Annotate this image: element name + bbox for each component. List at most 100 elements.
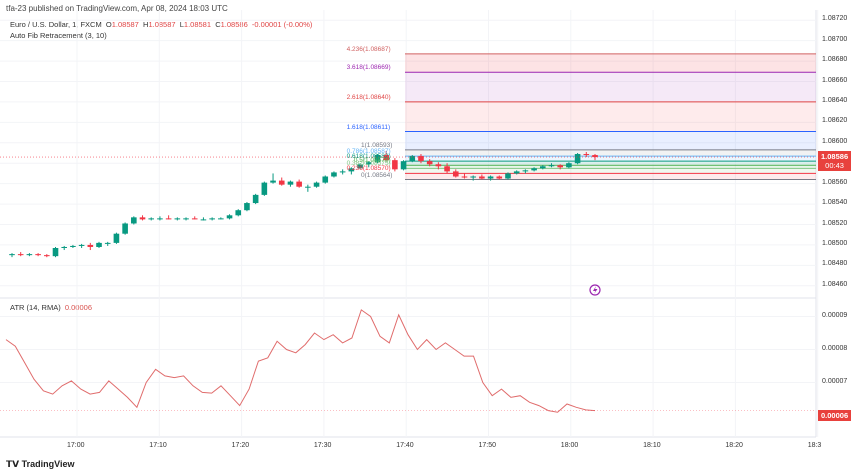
atr-line [5, 309, 596, 413]
candle-body [148, 218, 155, 220]
price-tick-label: 1.08640 [822, 96, 848, 104]
candle-body [522, 170, 529, 172]
candle-body [479, 176, 485, 179]
fib-label-0.236: 0.236(1.08570) [346, 165, 391, 173]
price-tick-label: 1.08600 [822, 137, 848, 145]
fib-zone-1.618 [405, 131, 816, 150]
candle-body [392, 160, 398, 170]
price-tick-label: 1.08460 [822, 280, 848, 288]
candle-body [165, 218, 172, 220]
candle-body [87, 244, 94, 247]
candle-body [348, 168, 355, 172]
candle-body [252, 194, 259, 204]
candle-body [287, 181, 294, 185]
atr-legend[interactable]: ATR (14, RMA) 0.00006 [10, 303, 92, 312]
time-tick-label: 18:10 [643, 442, 661, 449]
candle-body [331, 172, 337, 177]
candle-body [139, 217, 146, 220]
tradingview-logo[interactable]: 𝗧𝗩 TradingView [6, 459, 74, 470]
lightning-bolt-glyph [593, 286, 598, 294]
candle-body [122, 223, 128, 234]
fib-zone-1 [405, 149, 816, 157]
candle-body [244, 203, 250, 211]
candle-body [426, 161, 433, 165]
candle-body [218, 218, 224, 220]
time-tick-label: 17:30 [313, 442, 332, 449]
candle-body [470, 176, 476, 178]
fib-zone-0.786 [405, 156, 816, 162]
candle-body [322, 176, 329, 183]
price-tick-label: 1.08540 [822, 199, 848, 207]
candle-body [17, 254, 24, 256]
brand-name: TradingView [21, 459, 75, 469]
fib-label-2.618: 2.618(1.08640) [346, 93, 391, 101]
time-tick-label: 17:10 [149, 442, 167, 449]
candle-body [157, 218, 163, 220]
candle-body [174, 218, 181, 220]
fib-zone-4.236 [405, 53, 816, 73]
candle-body [557, 165, 563, 168]
candle-body [270, 180, 276, 183]
candle-body [513, 171, 520, 174]
candle-body [548, 165, 555, 167]
candle-body [531, 168, 537, 171]
low-value: 1.08581 [183, 20, 212, 29]
candle-body [96, 242, 102, 247]
atr-tick-label: 0.00009 [822, 311, 848, 319]
candle-body [357, 164, 363, 169]
fib-label-4.236: 4.236(1.08687) [346, 45, 391, 53]
open-value: 1.08587 [111, 20, 139, 29]
candle-body [435, 164, 442, 167]
candle-body [26, 254, 33, 256]
candle-body [209, 218, 215, 220]
candle-body [261, 182, 268, 195]
price-tick-label: 1.08620 [822, 117, 848, 125]
candle-body [365, 162, 372, 165]
candle-body [383, 155, 389, 161]
candle-body [418, 156, 424, 162]
atr-value-badge: 0.00006 [818, 410, 852, 421]
fib-zone-0.382 [405, 168, 816, 174]
candle-body [296, 181, 302, 187]
price-tick-label: 1.08660 [822, 76, 848, 84]
candle-body [52, 247, 59, 257]
fib-label-0.618: 0.618(1.08582) [346, 153, 391, 161]
fib-label-0.786: 0.786(1.08587) [346, 148, 391, 156]
symbol-legend[interactable]: Euro / U.S. Dollar, 1, FXCM O1.08587 H1.… [10, 20, 312, 29]
price-tick-label: 1.08560 [822, 178, 848, 186]
candle-body [305, 186, 311, 188]
price-tick-label: 1.08720 [822, 15, 848, 23]
fib-indicator-legend[interactable]: Auto Fib Retracement (3, 10) [10, 31, 107, 40]
candle-body [278, 180, 285, 185]
fib-label-0: 0(1.08564) [361, 171, 393, 179]
high-label: H [143, 20, 149, 29]
candle-body [574, 154, 581, 164]
candle-body [592, 155, 598, 158]
tv-logo-icon: 𝗧𝗩 [6, 459, 22, 469]
candle-body [131, 217, 137, 224]
candle-body [566, 163, 572, 168]
candle-body [226, 215, 233, 219]
candle-body [44, 255, 50, 257]
candle-body [235, 210, 242, 216]
atr-tick-label: 0.00007 [822, 377, 848, 385]
price-tick-label: 1.08520 [822, 219, 848, 227]
candle-body [61, 246, 68, 248]
time-tick-label: 17:20 [231, 442, 250, 449]
publisher-line: tfa-23 published on TradingView.com, Apr… [6, 4, 228, 13]
candle-body [113, 233, 120, 243]
close-value: 1.08586 [220, 20, 248, 29]
time-tick-label: 18:20 [725, 442, 743, 449]
atr-name[interactable]: ATR (14, RMA) [10, 303, 61, 312]
fib-label-3.618: 3.618(1.08669) [346, 64, 391, 72]
candle-body [9, 254, 15, 256]
fib-zone-3.618 [405, 72, 816, 102]
fib-zone-0.5 [405, 165, 816, 169]
fib-label-0.5: 0.5(1.08578) [353, 157, 391, 165]
candle-body [409, 156, 416, 162]
candle-body [191, 218, 198, 220]
symbol-name[interactable]: Euro / U.S. Dollar, 1, FXCM [10, 20, 102, 29]
fib-label-0.382: 0.382(1.08575) [346, 160, 391, 168]
candle-body [104, 242, 111, 244]
